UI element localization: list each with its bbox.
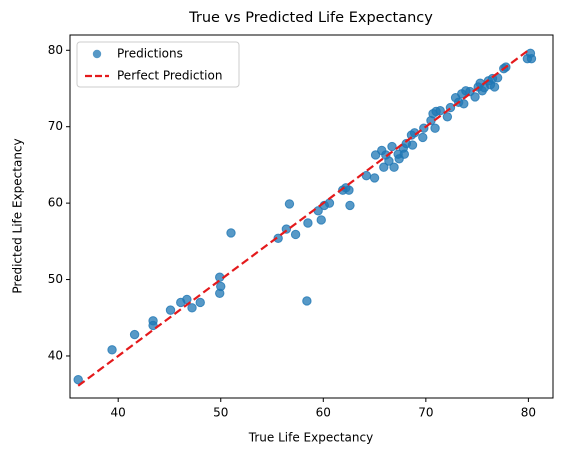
y-tick-label: 60 — [48, 196, 63, 210]
point — [407, 140, 418, 150]
y-axis-label: Predicted Life Expectancy — [11, 138, 25, 293]
point — [226, 228, 236, 238]
point — [195, 297, 205, 308]
point — [459, 99, 469, 109]
point — [215, 288, 225, 299]
point — [107, 345, 117, 355]
point — [187, 303, 197, 313]
line — [77, 47, 532, 387]
x-tick-label: 80 — [521, 406, 536, 420]
y-tick-label: 70 — [48, 119, 63, 133]
legend-label: Perfect Prediction — [117, 69, 222, 83]
point — [387, 141, 397, 152]
point — [418, 132, 428, 143]
point — [303, 218, 313, 228]
x-tick-label: 60 — [316, 406, 331, 420]
point — [370, 150, 381, 160]
y-tick-label: 80 — [48, 43, 63, 57]
point — [73, 374, 83, 385]
legend-label: Predictions — [117, 47, 183, 61]
y-tick-label: 50 — [48, 272, 63, 286]
chart-title: True vs Predicted Life Expectancy — [188, 10, 433, 26]
x-tick-label: 70 — [418, 406, 433, 420]
point — [284, 199, 295, 209]
point — [399, 149, 410, 159]
point — [442, 112, 453, 122]
point — [290, 229, 301, 240]
point — [389, 162, 399, 172]
point — [525, 48, 536, 59]
x-axis-label: True Life Expectancy — [248, 431, 373, 445]
point — [489, 82, 500, 92]
point — [379, 162, 389, 172]
point — [302, 296, 312, 306]
point — [316, 215, 326, 225]
point — [384, 156, 394, 166]
point — [345, 200, 355, 211]
point — [361, 170, 372, 181]
point — [165, 305, 176, 315]
legend-marker — [92, 49, 102, 59]
point — [470, 92, 480, 102]
y-tick-label: 40 — [48, 348, 63, 362]
point — [369, 173, 380, 183]
point — [129, 329, 140, 340]
point — [344, 185, 354, 195]
x-tick-label: 40 — [111, 406, 126, 420]
x-tick-label: 50 — [213, 406, 228, 420]
point — [430, 123, 440, 133]
point — [273, 233, 283, 243]
plot-frame — [69, 34, 554, 399]
point — [324, 198, 335, 208]
legend-box — [76, 41, 240, 88]
point — [435, 105, 445, 116]
